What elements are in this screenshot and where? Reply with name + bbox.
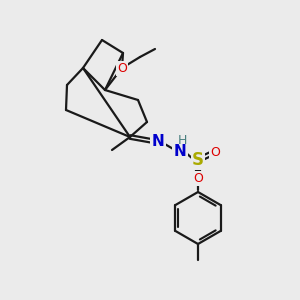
Text: S: S <box>192 151 204 169</box>
Text: N: N <box>152 134 164 149</box>
Text: O: O <box>193 172 203 184</box>
Text: N: N <box>174 143 186 158</box>
Text: O: O <box>210 146 220 158</box>
Text: H: H <box>177 134 187 148</box>
Text: O: O <box>117 61 127 74</box>
